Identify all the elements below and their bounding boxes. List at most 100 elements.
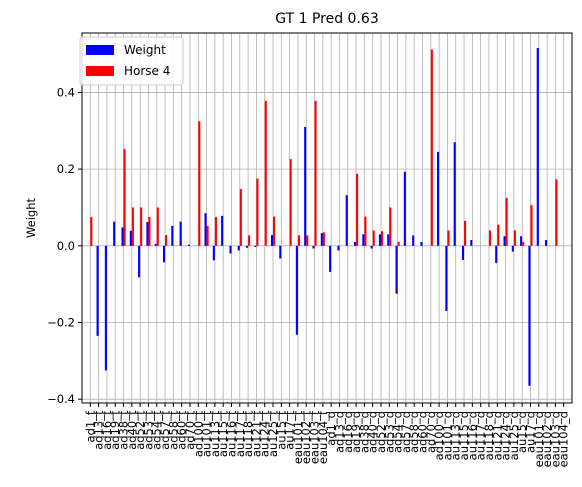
x-tick-label: eau104_d <box>557 411 571 467</box>
x-tick-label: eau102_f <box>299 410 313 464</box>
x-tick-label: au118_d <box>482 411 496 460</box>
x-tick-label: au101_d <box>440 411 454 460</box>
bar-horse-4 <box>364 216 367 246</box>
x-tick-label: ad19_d <box>349 411 363 453</box>
x-tick-label: au121_f <box>249 410 263 457</box>
bar-weight <box>437 151 440 246</box>
x-tick-label: eau101_d <box>532 411 546 467</box>
bar-weight <box>171 225 174 246</box>
bar-horse-4 <box>239 189 242 246</box>
y-tick-label: 0.4 <box>57 85 75 99</box>
bar-weight <box>304 126 307 246</box>
bar-horse-4 <box>513 230 516 246</box>
legend-swatch-horse-4 <box>86 66 114 76</box>
bar-horse-4 <box>148 217 151 246</box>
bar-horse-4 <box>131 207 134 246</box>
bar-weight <box>470 240 473 246</box>
bar-horse-4 <box>256 178 259 246</box>
bar-horse-4 <box>90 217 93 246</box>
bar-weight <box>378 234 381 246</box>
bar-horse-4 <box>314 100 317 246</box>
bar-weight <box>387 234 390 246</box>
bar-horse-4 <box>555 179 558 246</box>
x-tick-label: ad52_d <box>374 411 388 453</box>
x-tick-label: ad58_d <box>407 411 421 453</box>
bar-weight <box>279 245 282 259</box>
bar-horse-4 <box>264 100 267 246</box>
x-tick-label: ad60_f <box>175 410 189 450</box>
bar-weight <box>345 195 348 246</box>
x-tick-label: au125_f <box>266 410 280 457</box>
plot-frame <box>81 32 573 404</box>
legend-label-weight: Weight <box>124 43 166 57</box>
bar-horse-4 <box>356 173 359 246</box>
x-tick-label: au15_f <box>274 410 288 450</box>
x-tick-label: ad60_d <box>416 411 430 453</box>
bar-weight <box>104 245 107 371</box>
bar-weight <box>403 171 406 246</box>
x-tick-label: eau102_d <box>540 411 554 467</box>
bar-horse-4 <box>522 241 525 246</box>
x-tick-label: ad16_d <box>341 411 355 453</box>
x-tick-label: au115_d <box>457 411 471 460</box>
y-tick-label: 0.0 <box>57 239 75 253</box>
x-tick-label: au125_d <box>507 411 521 460</box>
bar-weight <box>187 244 190 246</box>
x-tick-label: ad53_d <box>382 411 396 453</box>
bar-horse-4 <box>488 230 492 246</box>
bar-horse-4 <box>214 217 217 246</box>
bar-weight <box>353 241 357 246</box>
x-tick-label: eau103_d <box>548 411 562 467</box>
x-tick-label: ad38_f <box>117 410 131 450</box>
bar-weight <box>461 245 465 260</box>
y-tick-label: −0.4 <box>47 392 75 406</box>
bar-weight <box>511 245 514 252</box>
x-tick-label: ad52_f <box>133 410 147 450</box>
x-tick-label: ad19_f <box>108 410 122 450</box>
x-tick-label: au17_f <box>283 410 297 450</box>
x-tick-label: ad58_f <box>166 410 180 450</box>
x-tick-label: ad54_f <box>150 410 164 450</box>
bar-weight <box>246 245 249 248</box>
bar-weight <box>179 221 182 246</box>
x-tick-label: au124_f <box>258 410 272 457</box>
bar-horse-4 <box>447 230 450 246</box>
legend: Weight Horse 4 <box>79 36 184 86</box>
x-tick-label: ad53_f <box>141 410 155 450</box>
y-axis-label: Weight <box>24 197 38 238</box>
bar-weight <box>96 245 99 336</box>
bar-horse-4 <box>505 197 508 246</box>
x-tick-label: ad40_f <box>125 410 139 450</box>
bar-weight <box>162 245 166 263</box>
bar-horse-4 <box>198 121 201 246</box>
x-tick-label: au124_d <box>499 411 513 460</box>
bar-horse-4 <box>380 231 384 246</box>
x-tick-label: ad13_f <box>92 410 106 450</box>
bar-horse-4 <box>297 235 301 246</box>
bar-weight <box>146 222 149 246</box>
x-tick-label: eau104_f <box>316 410 330 464</box>
x-tick-label: eau101_f <box>291 410 305 464</box>
bar-weight <box>495 245 498 264</box>
bar-horse-4 <box>372 230 375 246</box>
x-tick-label: ad40_d <box>366 411 380 453</box>
x-tick-label: ad100_d <box>432 411 446 460</box>
bar-horse-4 <box>123 149 126 246</box>
bar-weight <box>204 213 207 246</box>
bar-weight <box>154 243 157 246</box>
bar-horse-4 <box>389 207 392 246</box>
bars <box>90 47 558 386</box>
bar-weight <box>503 236 506 246</box>
bar-horse-4 <box>464 220 467 246</box>
x-tick-label: au115_f <box>216 410 230 457</box>
x-tick-label: ad57_f <box>158 410 172 450</box>
y-axis-ticks: −0.4 −0.2 0.0 0.2 0.4 <box>47 85 82 406</box>
bar-weight <box>520 236 523 246</box>
bar-horse-4 <box>156 207 159 246</box>
x-tick-label: au113_f <box>208 410 222 457</box>
bar-weight <box>229 245 232 254</box>
bar-weight <box>329 245 332 272</box>
bar-horse-4 <box>530 205 533 246</box>
x-tick-label: au118_f <box>241 410 255 457</box>
bar-horse-4 <box>165 235 168 246</box>
